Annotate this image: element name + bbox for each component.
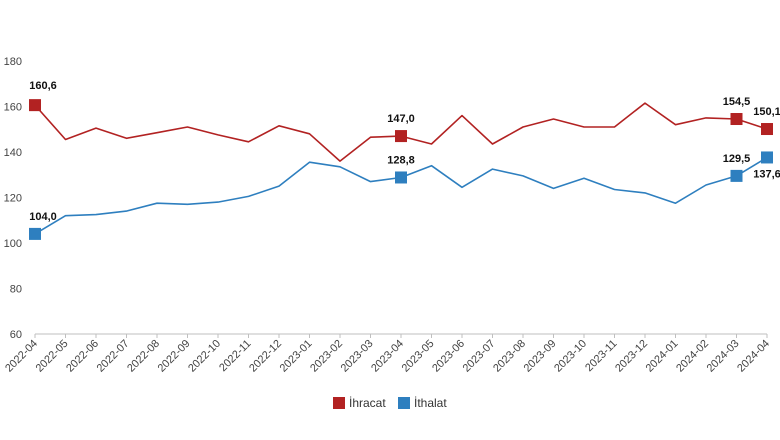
y-tick-label: 180 (4, 56, 22, 68)
x-tick-label: 2023-05 (400, 338, 437, 375)
x-tick-label: 2022-06 (64, 338, 101, 375)
x-tick-label: 2022-07 (95, 338, 132, 375)
x-tick-label: 2023-12 (613, 338, 650, 375)
data-label: 104,0 (29, 211, 57, 223)
data-label: 160,6 (29, 80, 57, 92)
data-label: 128,8 (387, 154, 415, 166)
x-tick-label: 2022-10 (186, 338, 223, 375)
y-tick-label: 80 (10, 284, 22, 296)
legend-label: İhracat (349, 396, 386, 410)
x-tick-label: 2023-02 (308, 338, 345, 375)
legend-swatch (398, 397, 410, 409)
data-label: 150,1 (753, 106, 780, 118)
point-marker (395, 171, 407, 184)
x-axis: 2022-042022-052022-062022-072022-082022-… (3, 333, 772, 375)
x-tick-label: 2023-03 (339, 338, 376, 375)
x-tick-label: 2024-03 (705, 338, 742, 375)
x-tick-label: 2022-12 (247, 338, 284, 375)
x-tick-label: 2023-07 (461, 338, 498, 375)
x-tick-label: 2022-09 (156, 338, 193, 375)
y-tick-label: 160 (4, 102, 22, 114)
point-marker (761, 123, 773, 136)
x-tick-label: 2024-04 (735, 338, 772, 375)
x-tick-label: 2023-01 (278, 338, 315, 375)
x-tick-label: 2022-04 (3, 338, 40, 375)
x-tick-label: 2023-10 (552, 338, 589, 375)
y-tick-label: 100 (4, 238, 22, 250)
x-tick-label: 2023-04 (369, 338, 406, 375)
x-tick-label: 2024-01 (644, 338, 681, 375)
y-axis: 60 80 100 120 140 160 180 (4, 56, 22, 341)
series-line (34, 156, 768, 235)
data-label: 154,5 (723, 96, 751, 108)
x-tick-label: 2023-09 (522, 338, 559, 375)
point-marker (29, 227, 41, 240)
point-marker (761, 151, 773, 164)
y-tick-label: 120 (4, 193, 22, 205)
point-marker (730, 113, 743, 126)
legend-swatch (333, 397, 345, 409)
series-layer (29, 99, 773, 240)
legend-label: İthalat (414, 396, 447, 410)
x-tick-label: 2023-08 (491, 338, 528, 375)
x-tick-label: 2024-02 (674, 338, 711, 375)
y-tick-label: 140 (4, 147, 22, 159)
point-marker (730, 169, 743, 182)
point-marker (395, 130, 407, 143)
data-label: 147,0 (387, 113, 415, 125)
point-marker (29, 99, 41, 112)
legend: İhracat İthalat (333, 396, 447, 410)
data-label: 137,6 (753, 168, 780, 180)
x-tick-label: 2022-08 (125, 338, 162, 375)
x-tick-label: 2023-06 (430, 338, 467, 375)
y-tick-label: 60 (10, 329, 22, 341)
data-label: 129,5 (723, 153, 751, 165)
x-tick-label: 2022-05 (34, 338, 71, 375)
